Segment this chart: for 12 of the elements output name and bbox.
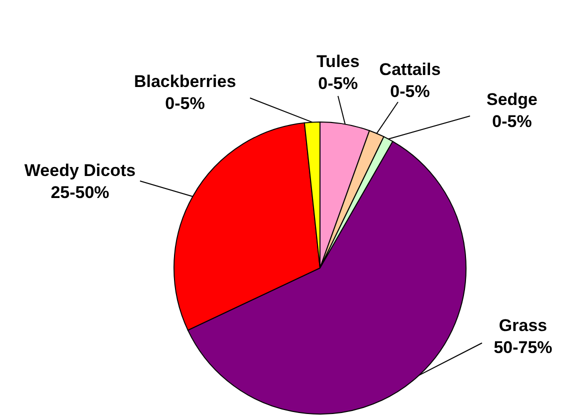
slice-label: Grass [498, 316, 548, 335]
text: 0-5% [390, 82, 430, 101]
text: 50-75% [494, 338, 552, 357]
slice-label: Sedge [486, 90, 538, 109]
text: 0-5% [165, 94, 205, 113]
text: 0-5% [492, 112, 532, 131]
slice-label: Cattails [379, 60, 441, 79]
slice-label: Weedy Dicots [24, 161, 136, 180]
text: 0-5% [318, 74, 358, 93]
text: 25-50% [50, 183, 110, 202]
slice-label: Blackberries [134, 72, 236, 91]
slice-label: Tules [316, 52, 360, 71]
